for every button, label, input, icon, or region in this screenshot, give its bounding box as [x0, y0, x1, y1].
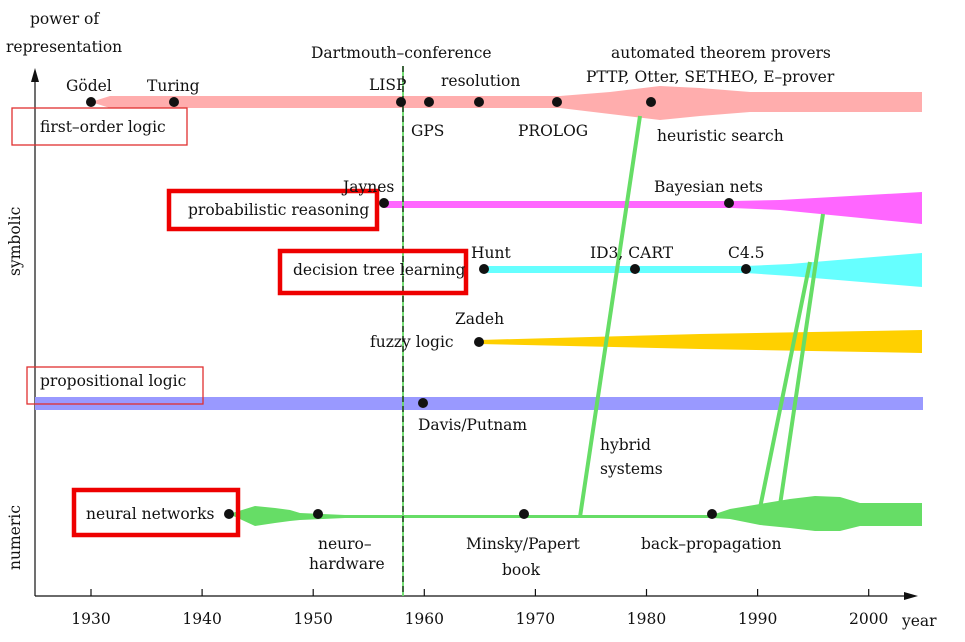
event-label-dartmouth: Dartmouth–conference — [311, 44, 492, 62]
event-label-goedel: Gödel — [66, 77, 112, 95]
event-label-atp-title: automated theorem provers — [611, 44, 831, 62]
prob-band-flare — [732, 192, 922, 224]
dot-c45 — [741, 264, 751, 274]
hybrid-line-prob — [778, 213, 825, 506]
event-label-c45: C4.5 — [728, 244, 765, 262]
event-label-hardware: hardware — [309, 555, 385, 573]
event-label-id3-cart: ID3, CART — [590, 244, 674, 262]
highlight-box-nn — [71, 487, 241, 538]
event-label-bayesian-nets: Bayesian nets — [654, 178, 763, 196]
event-label-lisp: LISP — [369, 76, 406, 94]
dot-davis-putnam — [418, 398, 428, 408]
dot-resolution — [474, 97, 484, 107]
event-dots — [86, 97, 751, 519]
stream-label-fol: first–order logic — [40, 118, 166, 136]
dot-minsky-papert — [519, 509, 529, 519]
event-label-minsky-papert: Minsky/Papert — [466, 535, 581, 553]
highlight-boxes — [11, 107, 469, 538]
event-label-back-propagation: back–propagation — [641, 535, 781, 553]
stream-label-prop: propositional logic — [40, 372, 186, 390]
x-tick-label-1950: 1950 — [293, 610, 332, 628]
event-label-davis-putnam: Davis/Putnam — [418, 416, 527, 434]
hybrid-line-dtree — [758, 261, 812, 509]
event-label-zadeh: Zadeh — [455, 310, 504, 328]
dot-neural-networks — [224, 509, 234, 519]
prob-band — [384, 201, 732, 208]
event-label-gps: GPS — [411, 122, 444, 140]
y-axis-title-line1: power of — [30, 10, 100, 28]
fol-band — [91, 86, 922, 120]
nn-band — [229, 496, 922, 531]
event-label-neuro: neuro– — [318, 535, 372, 553]
stream-label-dtree: decision tree learning — [293, 261, 466, 279]
x-axis-ticks: 1930 1940 1950 1960 1970 1980 1990 2000 — [71, 589, 888, 628]
dot-pttp — [646, 97, 656, 107]
highlight-box-fol — [11, 107, 188, 146]
dot-zadeh — [474, 337, 484, 347]
x-tick-label-1960: 1960 — [405, 610, 444, 628]
event-label-resolution: resolution — [441, 72, 520, 90]
x-tick-label-1980: 1980 — [627, 610, 666, 628]
x-axis-arrow-icon — [904, 592, 918, 600]
dot-prolog — [552, 97, 562, 107]
dtree-band — [484, 266, 746, 273]
dot-turing — [169, 97, 179, 107]
hybrid-connectors — [578, 115, 825, 518]
y-axis-symbolic-label: symbolic — [6, 207, 24, 276]
prop-band — [35, 397, 923, 410]
highlight-box-prob — [166, 188, 380, 232]
dtree-band-flare — [746, 253, 922, 287]
dot-gps — [424, 97, 434, 107]
highlight-box-prop — [26, 366, 204, 405]
event-label-turing: Turing — [147, 77, 200, 95]
event-label-hunt: Hunt — [471, 244, 511, 262]
dot-bayesian-nets — [724, 198, 734, 208]
event-label-prolog: PROLOG — [518, 122, 588, 140]
dot-goedel — [86, 97, 96, 107]
x-tick-label-1930: 1930 — [71, 610, 110, 628]
y-axis-numeric-label: numeric — [6, 505, 24, 570]
x-tick-label-1970: 1970 — [516, 610, 555, 628]
event-label-hybrid-line1: hybrid — [600, 436, 651, 454]
x-tick-label-1990: 1990 — [738, 610, 777, 628]
y-axis-title-line2: representation — [6, 38, 122, 56]
dot-hunt — [479, 264, 489, 274]
y-axis-arrow-icon — [31, 68, 39, 82]
stream-label-prob: probabilistic reasoning — [188, 201, 369, 219]
stream-label-nn: neural networks — [86, 505, 214, 523]
dot-lisp — [396, 97, 406, 107]
event-label-hybrid-line2: systems — [600, 460, 663, 478]
dot-id3-cart — [630, 264, 640, 274]
dot-back-propagation — [707, 509, 717, 519]
dot-neuro-hardware — [313, 509, 323, 519]
stream-label-fuzzy: fuzzy logic — [370, 333, 454, 351]
stream-bands — [35, 86, 923, 531]
hybrid-line-fol — [578, 115, 642, 518]
x-tick-label-2000: 2000 — [849, 610, 888, 628]
x-axis-unit-label: year — [901, 612, 937, 630]
x-tick-label-1940: 1940 — [182, 610, 221, 628]
fuzzy-band — [479, 330, 922, 353]
event-label-pttp: PTTP, Otter, SETHEO, E–prover — [586, 68, 835, 86]
event-label-jaynes: Jaynes — [341, 178, 394, 196]
event-label-book: book — [502, 561, 541, 579]
highlight-box-dtree — [277, 248, 469, 296]
event-label-heuristic-search: heuristic search — [657, 127, 784, 145]
axes: 1930 1940 1950 1960 1970 1980 1990 2000 — [31, 68, 918, 628]
dot-jaynes — [379, 198, 389, 208]
